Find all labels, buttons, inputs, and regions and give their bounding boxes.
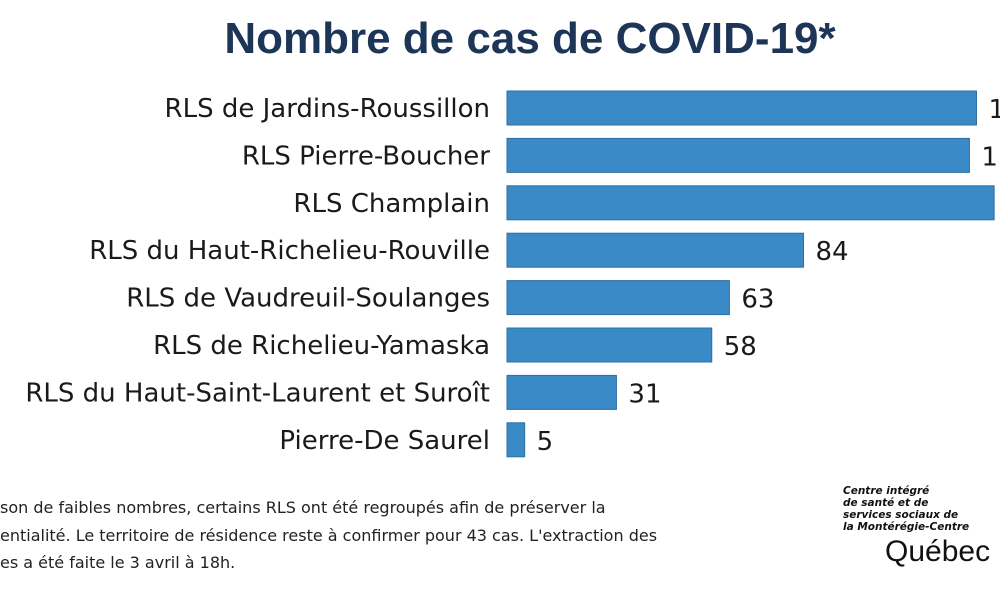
value-label: 5 — [537, 427, 554, 457]
bar — [506, 374, 617, 410]
value-label: 31 — [628, 379, 661, 409]
category-label: RLS de Jardins-Roussillon — [165, 94, 490, 124]
cisss-logo: Centre intégré de santé et de services s… — [843, 485, 1000, 569]
footnote-line: es a été faite le 3 avril à 18h. — [0, 553, 236, 572]
value-label: 63 — [741, 285, 774, 315]
category-label: RLS de Vaudreuil-Soulanges — [126, 284, 490, 314]
category-label: RLS du Haut-Richelieu-Rouville — [89, 236, 490, 266]
logo-text: la Montérégie-Centre — [843, 521, 970, 533]
bar — [506, 137, 970, 173]
bar — [506, 280, 730, 316]
category-label: RLS du Haut-Saint-Laurent et Suroît — [25, 378, 490, 408]
category-label: Pierre-De Saurel — [279, 426, 490, 456]
category-label: RLS Pierre-Boucher — [242, 141, 490, 171]
bar-chart: RLS de Jardins-Roussillon 133 RLS Pierre-B… — [25, 90, 1000, 458]
value-label: 58 — [724, 332, 757, 362]
bar — [506, 232, 805, 268]
logo-text: de santé et de — [843, 497, 929, 509]
value-label: 133 — [988, 95, 1000, 125]
bar — [506, 185, 995, 221]
chart-title: Nombre de cas de COVID-19* — [224, 14, 836, 63]
category-label: RLS Champlain — [293, 189, 490, 219]
category-label: RLS de Richelieu-Yamaska — [153, 331, 490, 361]
logo-text: Centre intégré — [843, 485, 930, 497]
footnote-line: entialité. Le territoire de résidence re… — [0, 526, 658, 545]
bar — [506, 327, 713, 363]
logo-brand: Québec — [885, 535, 991, 568]
footnote-line: son de faibles nombres, certains RLS ont… — [0, 498, 606, 517]
logo-text: services sociaux de — [843, 509, 959, 521]
bar — [506, 422, 526, 458]
value-label: 84 — [816, 237, 849, 267]
value-label: 131 — [981, 142, 1000, 172]
bar — [506, 90, 977, 126]
